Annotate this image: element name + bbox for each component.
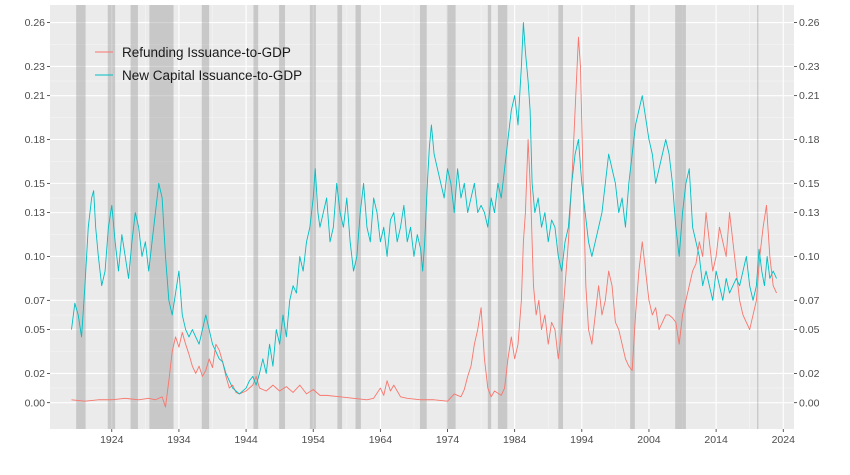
recession-band <box>355 5 361 429</box>
recession-band <box>419 5 427 429</box>
x-tick-label: 2014 <box>704 434 728 446</box>
x-tick-label: 1984 <box>503 434 527 446</box>
recession-band <box>107 5 116 429</box>
recession-band <box>630 5 635 429</box>
recession-band <box>130 5 138 429</box>
recession-band <box>76 5 86 429</box>
y-tick-label-right: 0.02 <box>799 368 820 380</box>
x-axis: 1924 1934 1944 1954 1964 1974 1984 1994 2004 2014… <box>100 429 795 446</box>
y-tick-label-left: 0.23 <box>25 61 46 73</box>
recession-band <box>278 5 286 429</box>
x-tick-label: 1954 <box>302 434 326 446</box>
y-tick-label-right: 0.10 <box>799 251 820 263</box>
x-tick-label: 1964 <box>369 434 393 446</box>
y-tick-label-left: 0.26 <box>25 17 46 29</box>
series-lines <box>71 22 777 408</box>
y-tick-label-right: 0.05 <box>799 324 820 336</box>
y-tick-label-right: 0.13 <box>799 207 820 219</box>
x-tick-label: 1974 <box>436 434 460 446</box>
recession-band <box>337 5 343 429</box>
legend-label-refunding: Refunding Issuance-to-GDP <box>122 45 291 60</box>
y-tick-label-left: 0.21 <box>25 90 46 102</box>
y-tick-label-right: 0.18 <box>799 134 820 146</box>
recession-band <box>309 5 316 429</box>
y-tick-label-left: 0.07 <box>25 295 46 307</box>
y-tick-label-left: 0.10 <box>25 251 46 263</box>
recession-band <box>675 5 686 429</box>
recession-band <box>253 5 259 429</box>
legend-label-new-capital: New Capital Issuance-to-GDP <box>122 68 302 83</box>
recession-band <box>558 5 564 429</box>
y-tick-label-left: 0.15 <box>25 178 46 190</box>
y-tick-label-left: 0.02 <box>25 368 46 380</box>
x-tick-label: 2024 <box>772 434 796 446</box>
x-tick-label: 1994 <box>570 434 594 446</box>
recession-band <box>446 5 456 429</box>
y-tick-label-right: 0.15 <box>799 178 820 190</box>
recession-band <box>201 5 210 429</box>
y-tick-label-right: 0.26 <box>799 17 820 29</box>
x-tick-label: 1924 <box>100 434 124 446</box>
y-tick-label-right: 0.23 <box>799 61 820 73</box>
y-tick-label-left: 0.13 <box>25 207 46 219</box>
y-tick-label-right: 0.21 <box>799 90 820 102</box>
plot-panel <box>50 5 794 429</box>
recession-shading <box>76 5 759 429</box>
y-tick-label-right: 0.07 <box>799 295 820 307</box>
x-tick-label: 1944 <box>234 434 258 446</box>
x-tick-label: 2004 <box>637 434 661 446</box>
recession-band <box>757 5 759 429</box>
y-axis-left: 0.00 0.02 0.05 0.07 0.10 0.13 0.15 0.18 0.21 0.23… <box>25 17 50 409</box>
y-tick-label-left: 0.18 <box>25 134 46 146</box>
y-tick-label-left: 0.00 <box>25 397 46 409</box>
x-tick-label: 1934 <box>167 434 191 446</box>
series-line-new-capital <box>71 22 777 395</box>
y-tick-label-right: 0.00 <box>799 397 820 409</box>
legend: Refunding Issuance-to-GDP New Capital Is… <box>95 45 302 83</box>
recession-band <box>497 5 508 429</box>
recession-band <box>149 5 174 429</box>
major-gridlines <box>50 5 794 429</box>
recession-band <box>487 5 492 429</box>
y-axis-right: 0.00 0.02 0.05 0.07 0.10 0.13 0.15 0.18 0.21 0.23… <box>794 17 820 409</box>
y-tick-label-left: 0.05 <box>25 324 46 336</box>
